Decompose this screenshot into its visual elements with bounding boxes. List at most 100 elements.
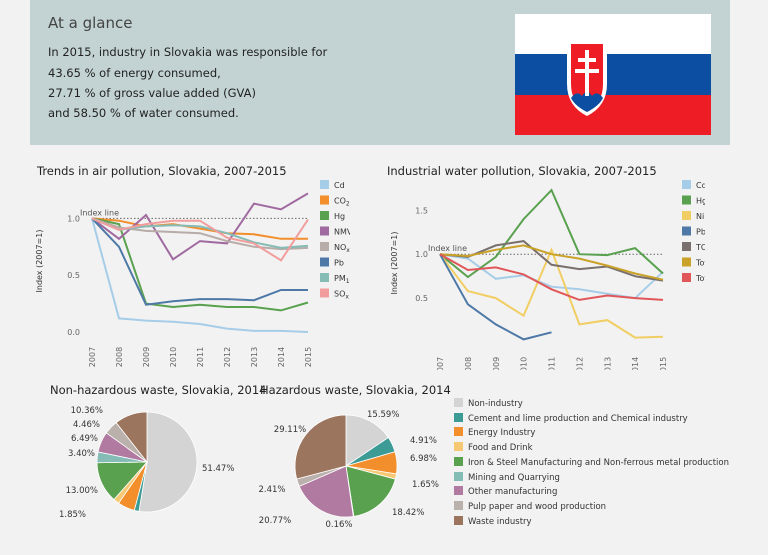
waste-legend-label: Non-industry [468, 399, 523, 409]
waste-legend-label: Energy Industry [468, 428, 536, 439]
legend-swatch [320, 195, 329, 205]
legend-label: TOC [695, 243, 705, 252]
waste-legend-item: Other manufacturing [454, 486, 557, 497]
x-tick-label: 2013 [603, 357, 612, 370]
pie-slice [294, 414, 347, 480]
legend-swatch [320, 257, 329, 267]
legend-swatch [682, 195, 691, 205]
legend-label: Pb [334, 259, 344, 268]
x-tick-label: 2013 [250, 347, 259, 367]
series-line-pb [439, 253, 552, 341]
pie-data-label: 6.49% [71, 434, 98, 444]
legend-swatch [454, 471, 463, 481]
x-tick-label: 2014 [631, 357, 640, 370]
x-tick-label: 2010 [520, 357, 529, 370]
pie-slice [345, 465, 396, 517]
legend-label: Cd [334, 181, 345, 190]
waste-legend-label: Iron & Steel Manufacturing and Non-ferro… [468, 457, 729, 468]
x-tick-label: 2010 [169, 347, 178, 367]
x-tick-label: 2012 [575, 357, 584, 370]
glance-title: At a glance [48, 14, 133, 32]
x-tick-label: 2015 [304, 347, 313, 367]
at-a-glance-panel: At a glance In 2015, industry in Slovaki… [30, 0, 730, 145]
pie-data-label: 3.40% [68, 449, 95, 459]
legend-swatch [320, 211, 329, 220]
waste-legend-item: Mining and Quarrying [454, 471, 560, 483]
pie-slice [345, 414, 389, 467]
x-tick-label: 2009 [492, 357, 501, 370]
water-chart-title: Industrial water pollution, Slovakia, 20… [387, 164, 657, 178]
pie-data-label: 20.77% [259, 516, 291, 526]
pie-data-label: 15.59% [367, 410, 399, 420]
series-line-pb [91, 217, 308, 306]
y-axis-label: Index (2007=1) [35, 230, 44, 293]
pie-slice [298, 465, 354, 518]
legend-label: Ni [696, 212, 704, 221]
y-tick-label: 1.0 [67, 214, 80, 223]
legend-swatch [682, 242, 691, 251]
y-tick-label: 0.5 [415, 294, 428, 303]
series-line-hg [439, 188, 664, 279]
y-tick-label: 1.5 [415, 206, 428, 215]
glance-energy: 43.65 % of energy consumed, [48, 66, 221, 80]
legend-swatch [454, 398, 463, 407]
legend-swatch [454, 456, 463, 466]
legend-swatch [682, 180, 691, 189]
pie-data-label: 4.46% [73, 420, 100, 430]
x-tick-label: 2007 [436, 357, 445, 370]
waste-legend-label: Other manufacturing [468, 487, 558, 498]
x-tick-label: 2011 [548, 357, 557, 370]
pie-data-label: 0.16% [325, 520, 352, 530]
legend-label: Pb [696, 228, 705, 237]
legend-label: Hg [334, 212, 345, 221]
legend-label: PM10 [334, 274, 350, 285]
slovakia-flag [515, 14, 711, 135]
waste-legend-item: Pulp paper and wood production [454, 500, 606, 512]
legend-swatch [454, 486, 463, 496]
x-tick-label: 2008 [464, 357, 473, 370]
haz-chart-title: Hazardous waste, Slovakia, 2014 [260, 383, 451, 397]
legend-label: SOx [334, 290, 349, 301]
series-line-hg [91, 217, 309, 312]
series-line-nmvoc [91, 192, 309, 261]
legend-swatch [682, 273, 691, 282]
legend-label: CO2 [334, 197, 350, 208]
pie-data-label: 1.65% [412, 480, 439, 490]
legend-label: Hg [696, 197, 705, 206]
legend-swatch [454, 515, 463, 525]
legend-swatch [320, 242, 329, 251]
waste-legend-item: Waste industry [454, 515, 532, 527]
pie-data-label: 4.91% [410, 436, 437, 446]
pie-data-label: 10.36% [71, 406, 103, 416]
x-tick-label: 2007 [88, 347, 97, 367]
x-tick-label: 2012 [223, 347, 232, 367]
legend-label: Tot-N [695, 259, 705, 268]
pie-data-label: 2.41% [258, 485, 285, 495]
pie-data-label: 13.00% [66, 486, 98, 496]
legend-swatch [320, 180, 329, 189]
glance-intro: In 2015, industry in Slovakia was respon… [48, 45, 328, 59]
legend-swatch [320, 226, 329, 236]
water-pollution-chart: Index (2007=1) 0.5 1.0 1.5 Index line 2007 200… [390, 180, 705, 370]
legend-swatch [454, 412, 463, 422]
series-line-tot-p [439, 253, 664, 301]
legend-swatch [320, 288, 329, 298]
waste-legend-label: Food and Drink [468, 443, 533, 454]
legend-swatch [454, 427, 463, 437]
series-line-co [91, 217, 308, 240]
pie-data-label: 51.47% [202, 464, 234, 474]
index-line-label: Index line [428, 244, 467, 253]
y-tick-label: 0.0 [67, 328, 80, 337]
pie-data-label: 18.42% [392, 508, 424, 518]
pie-data-label: 29.11% [274, 425, 306, 435]
legend-swatch [454, 442, 463, 452]
glance-water: and 58.50 % of water consumed. [48, 106, 239, 120]
legend-swatch [682, 211, 691, 220]
waste-legend-item: Energy Industry [454, 427, 535, 438]
legend-label: NMVOC [334, 228, 350, 237]
pie-slice [138, 411, 198, 513]
series-line-ni [439, 247, 664, 339]
legend-swatch [682, 257, 691, 267]
waste-legend-label: Mining and Quarrying [468, 472, 560, 483]
